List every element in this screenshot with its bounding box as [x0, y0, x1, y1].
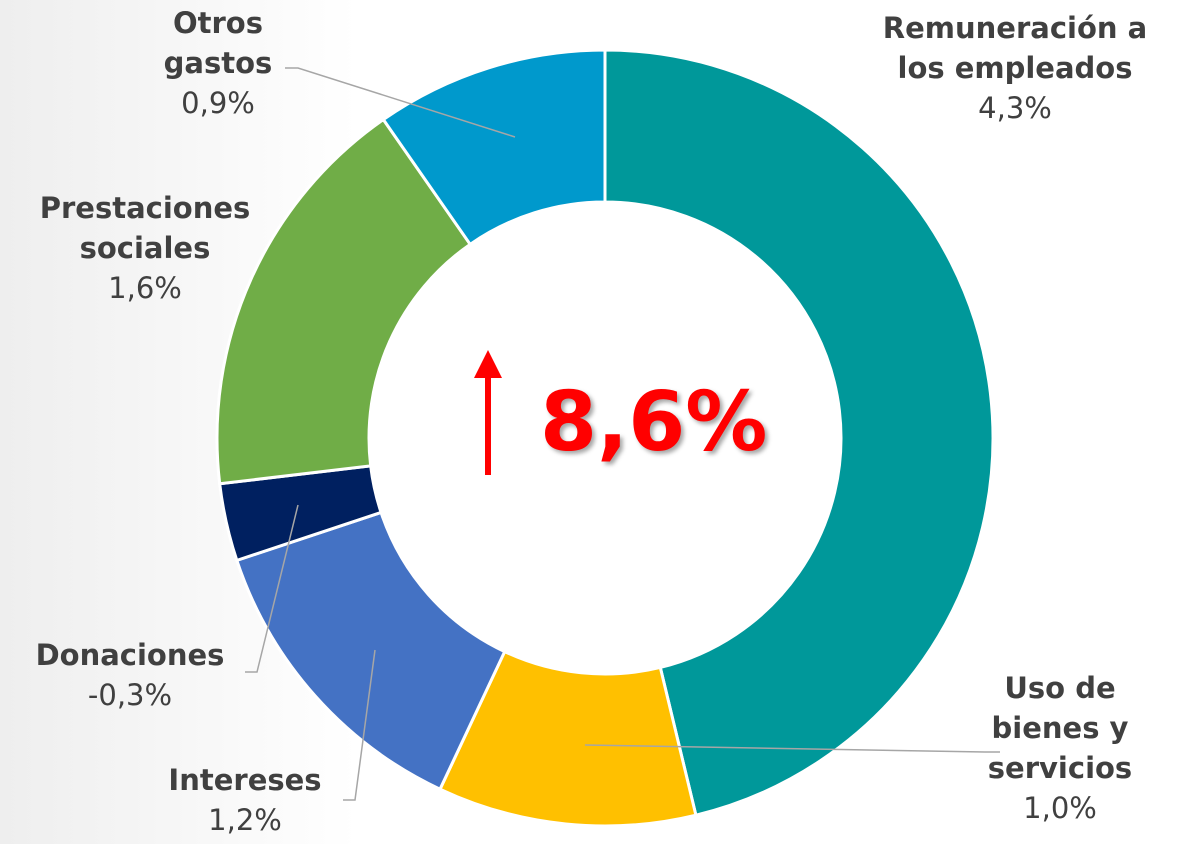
category-name: Uso de bienes y servicios	[965, 668, 1155, 788]
value-label: 1,2%	[135, 800, 355, 840]
value-label: 0,9%	[143, 83, 293, 123]
value-label: 1,6%	[5, 268, 285, 308]
center-label: 8,6%	[540, 375, 767, 470]
value-label: 4,3%	[855, 88, 1175, 128]
slice-label: Donaciones-0,3%	[10, 635, 250, 715]
value-label: -0,3%	[10, 675, 250, 715]
category-name: Otros gastos	[143, 3, 293, 83]
value-label: 1,0%	[965, 788, 1155, 828]
category-name: Donaciones	[10, 635, 250, 675]
category-name: Intereses	[135, 760, 355, 800]
category-name: Remuneración a los empleados	[855, 8, 1175, 88]
category-name: Prestaciones sociales	[5, 188, 285, 268]
up-arrow	[474, 350, 502, 475]
page: 8,6% Remuneración a los empleados4,3% Uso…	[0, 0, 1191, 844]
